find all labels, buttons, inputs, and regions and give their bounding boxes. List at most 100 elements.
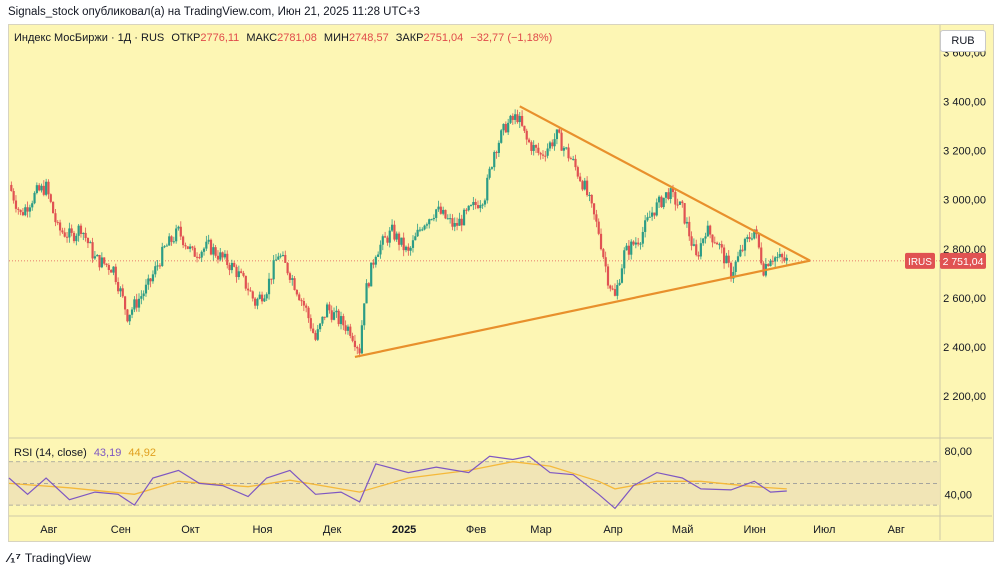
- candle-body: [154, 266, 157, 275]
- chart-area[interactable]: [8, 24, 994, 542]
- candle-body: [328, 304, 331, 311]
- candle-body: [302, 301, 305, 306]
- candle-body: [500, 130, 503, 143]
- candle-body: [472, 201, 475, 206]
- candle-body: [12, 190, 15, 201]
- candle-body: [634, 242, 637, 245]
- candle-body: [732, 271, 735, 279]
- candle-body: [467, 205, 470, 211]
- candle-body: [555, 129, 559, 140]
- candle-body: [435, 209, 438, 218]
- candle-body: [358, 348, 361, 354]
- legend-high: 2781,08: [277, 32, 317, 44]
- time-tick-label: Апр: [603, 524, 622, 536]
- candle-body: [722, 247, 726, 264]
- candle-body: [597, 221, 600, 234]
- candle-body: [274, 259, 278, 261]
- candle-body: [532, 145, 535, 151]
- legend-high-label: МАКС: [246, 32, 278, 44]
- candle-body: [511, 115, 514, 120]
- candle-body: [219, 252, 222, 260]
- candle-body: [356, 347, 359, 349]
- candle-body: [397, 233, 401, 245]
- candle-body: [216, 255, 220, 260]
- candle-body: [479, 205, 482, 209]
- candle-body: [98, 255, 101, 268]
- candle-body: [137, 298, 141, 308]
- candle-body: [202, 248, 206, 252]
- candle-body: [272, 260, 275, 280]
- candle-body: [595, 214, 598, 222]
- price-tag-symbol: IRUS: [908, 257, 932, 268]
- candle-body: [228, 265, 231, 271]
- legend-name: Индекс МосБиржи · 1Д · RUS: [14, 32, 165, 44]
- candle-body: [553, 139, 556, 147]
- candle-body: [256, 298, 259, 306]
- candle-body: [288, 273, 292, 280]
- candle-body: [644, 220, 647, 232]
- candle-body: [407, 246, 410, 251]
- candle-body: [82, 232, 85, 234]
- candle-body: [58, 222, 62, 231]
- candle-body: [21, 212, 25, 216]
- candle-body: [736, 256, 740, 262]
- candle-body: [685, 221, 689, 224]
- candle-body: [697, 255, 700, 257]
- candle-body: [667, 192, 670, 199]
- candle-body: [267, 278, 271, 295]
- candle-body: [539, 152, 542, 155]
- candle-body: [572, 158, 575, 160]
- candle-body: [119, 288, 122, 292]
- candle-body: [17, 208, 20, 210]
- trendline-upper: [519, 105, 811, 262]
- candle-body: [729, 262, 733, 279]
- tradingview-logo-icon: ⁄₁⁷: [8, 550, 21, 565]
- candle-body: [191, 246, 194, 248]
- candle-body: [230, 262, 233, 271]
- candle-body: [277, 256, 280, 260]
- candle-body: [481, 204, 484, 206]
- candle-body: [38, 185, 41, 191]
- candle-body: [606, 266, 610, 286]
- rsi-tick-label: 80,00: [944, 446, 972, 458]
- candle-body: [428, 219, 431, 225]
- candle-body: [165, 245, 168, 247]
- candle-body: [386, 237, 389, 243]
- candle-body: [319, 323, 322, 330]
- candle-body: [351, 335, 354, 341]
- candle-body: [175, 228, 178, 242]
- candle-body: [393, 224, 396, 240]
- candle-body: [279, 255, 282, 257]
- candle-body: [161, 246, 164, 266]
- candle-body: [534, 145, 538, 148]
- time-tick-label: Мар: [530, 524, 552, 536]
- candle-body: [425, 224, 429, 226]
- candle-body: [156, 265, 159, 267]
- price-tag-value: 2 751,04: [943, 256, 984, 268]
- candle-body: [664, 192, 668, 198]
- candle-body: [312, 328, 315, 333]
- candle-body: [10, 184, 13, 191]
- trendline-lower: [354, 259, 811, 359]
- currency-button[interactable]: RUB: [940, 30, 986, 52]
- candle-body: [49, 194, 52, 202]
- candle-body: [446, 218, 449, 220]
- candle-body: [771, 260, 774, 262]
- candle-body: [325, 304, 329, 318]
- candle-body: [718, 244, 721, 246]
- candle-body: [384, 236, 387, 238]
- candle-body: [133, 299, 136, 310]
- candle-body: [247, 288, 250, 291]
- candle-body: [586, 180, 589, 196]
- candle-body: [209, 239, 213, 255]
- candle-body: [683, 203, 686, 224]
- candle-body: [179, 226, 182, 237]
- candle-body: [84, 232, 87, 239]
- candle-body: [437, 206, 440, 210]
- candle-body: [507, 122, 510, 133]
- rsi-line: [8, 455, 787, 510]
- candle-body: [377, 254, 380, 257]
- candle-body: [40, 185, 43, 191]
- candle-body: [611, 288, 614, 290]
- candle-body: [147, 278, 150, 285]
